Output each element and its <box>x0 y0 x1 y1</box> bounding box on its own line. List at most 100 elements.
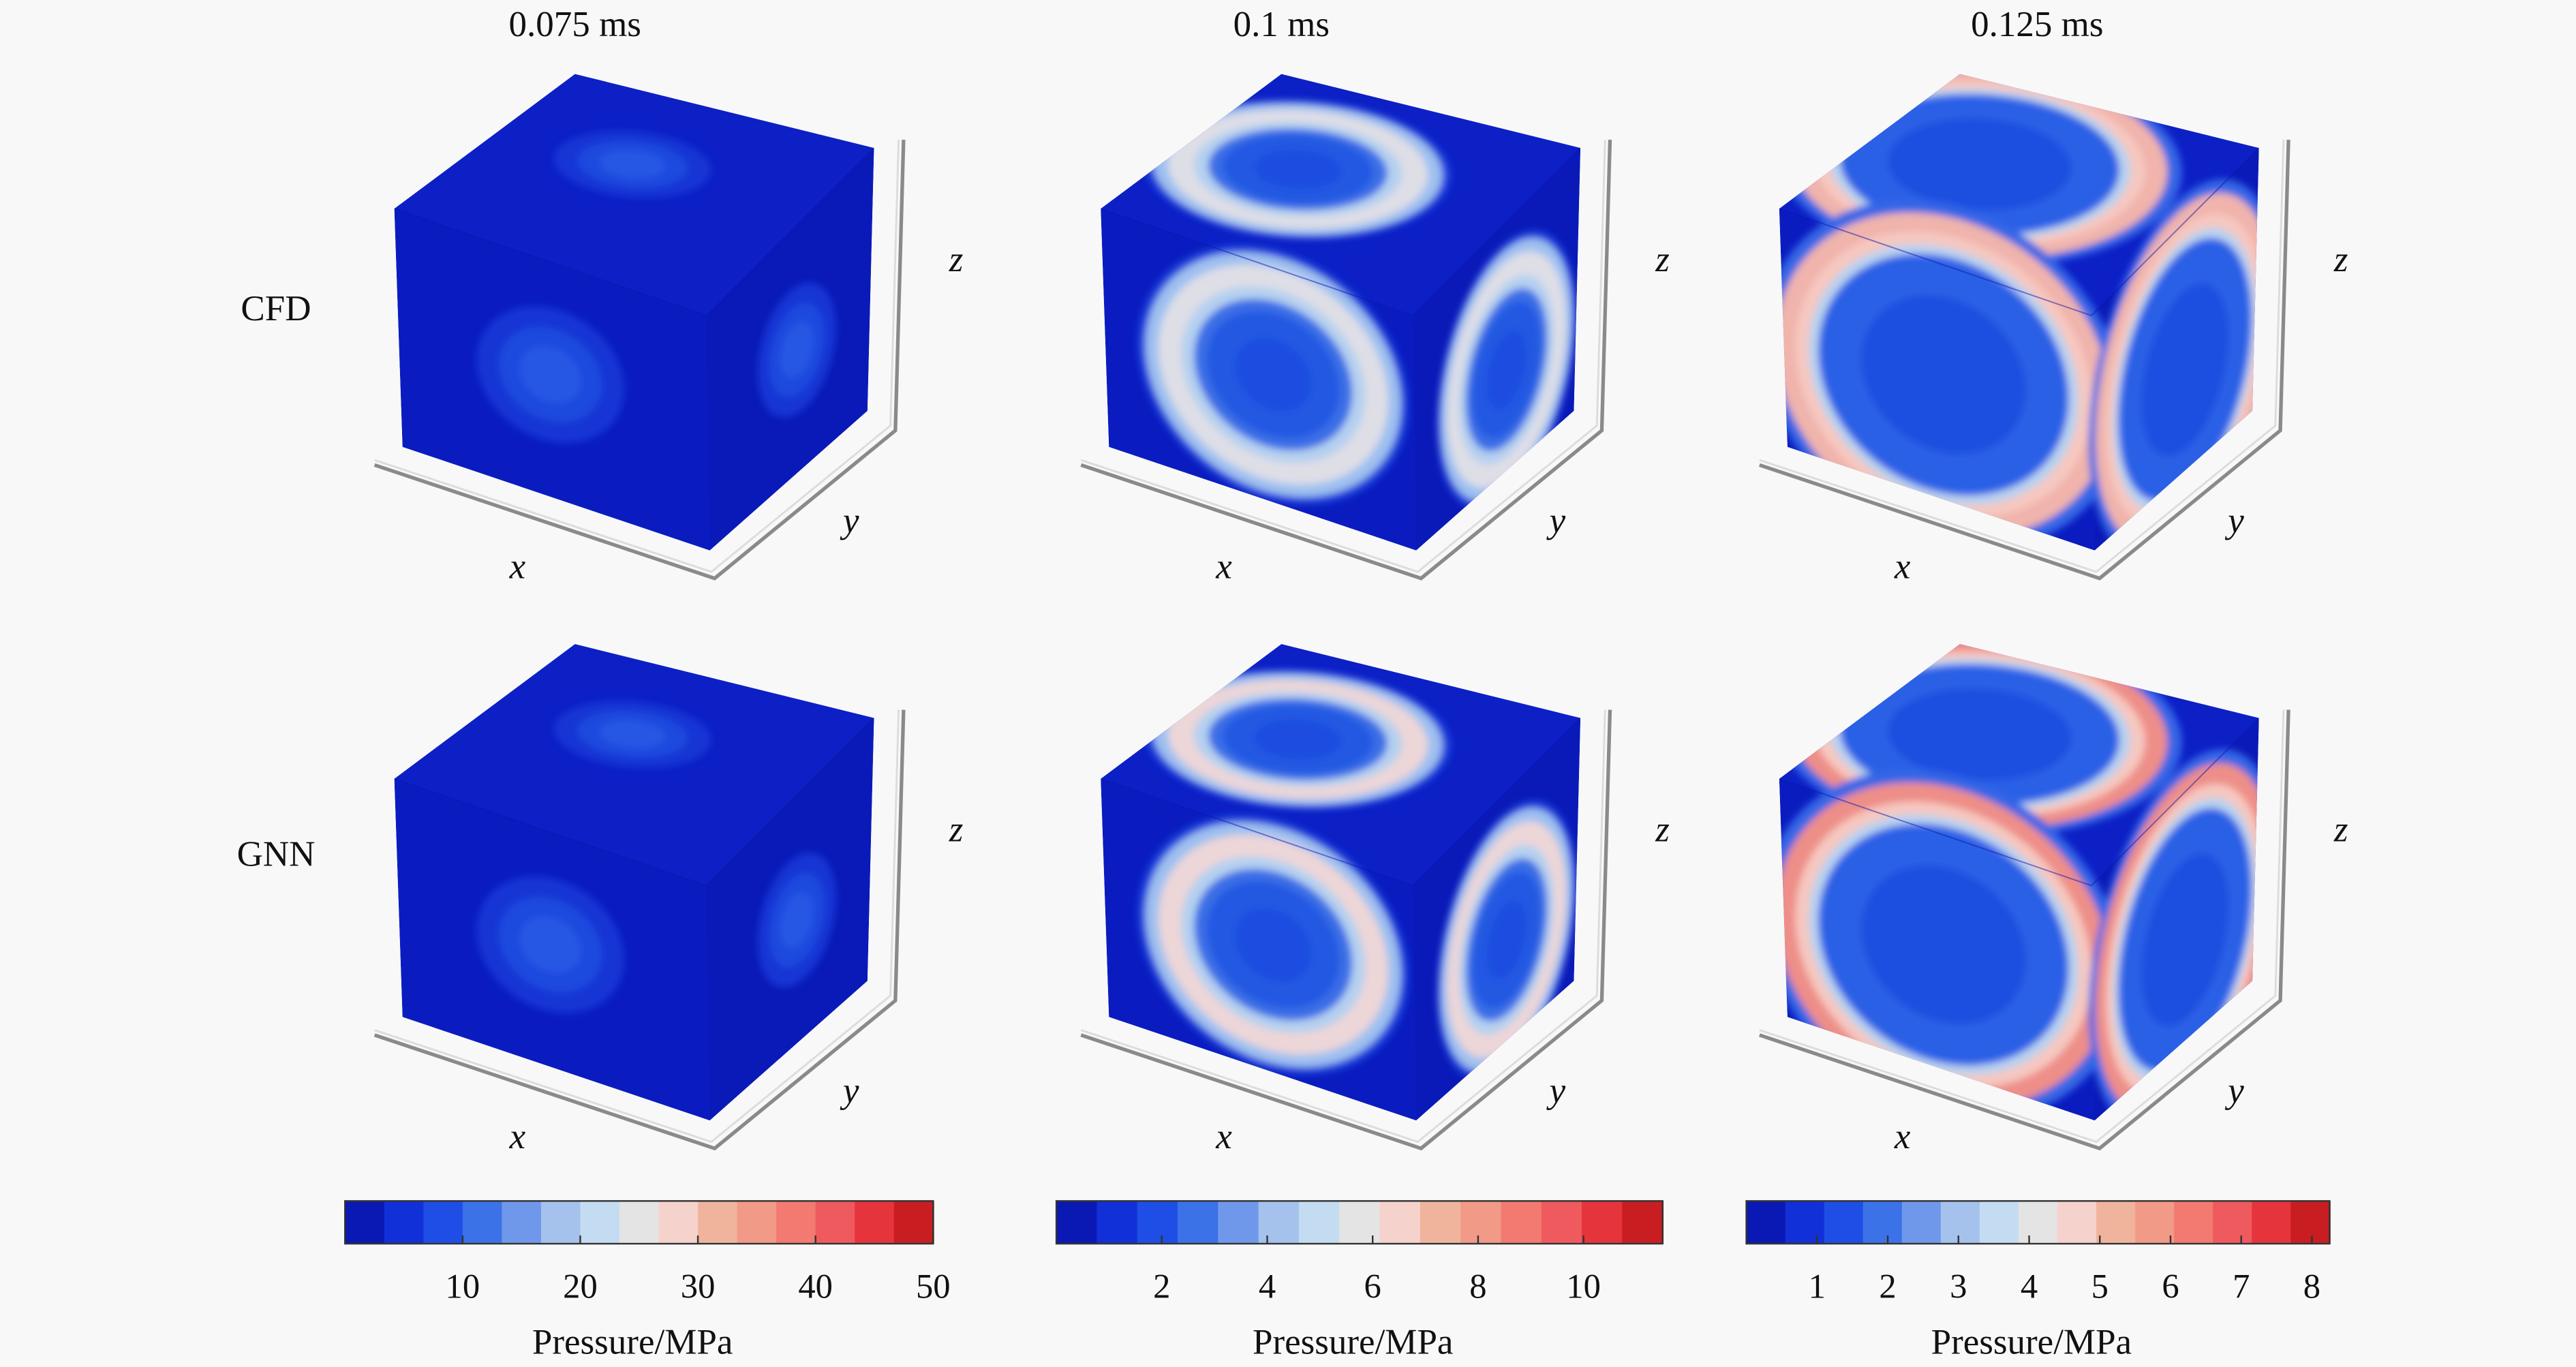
colorbar-segment <box>855 1201 895 1244</box>
pressure-cube <box>1101 644 1581 1121</box>
colorbar-segment <box>776 1201 817 1244</box>
y-axis-label: y <box>840 501 859 540</box>
axis-line <box>1080 139 1612 581</box>
colorbar-segment <box>1501 1201 1543 1244</box>
column-title: 0.125 ms <box>1971 5 2103 44</box>
z-axis-label: z <box>2333 810 2348 849</box>
colorbar-segment <box>1218 1201 1260 1244</box>
colorbar-segment <box>619 1201 660 1244</box>
y-axis-label: y <box>840 1071 859 1111</box>
colorbar-segment <box>658 1201 699 1244</box>
colorbar-segment <box>1622 1201 1664 1244</box>
axes-frame <box>1080 709 1612 1151</box>
panel-cfd-2: x y z <box>1759 74 2348 587</box>
pressure-spot <box>476 306 624 443</box>
colorbar-tick-label: 4 <box>2021 1268 2038 1306</box>
pressure-spot <box>757 853 836 987</box>
colorbar-segment <box>737 1201 778 1244</box>
axis-line <box>1759 139 2290 581</box>
colorbar: 10 20 30 40 50 Pressure/MPa <box>344 1200 951 1362</box>
row-label: CFD <box>241 289 311 328</box>
column-title: 0.1 ms <box>1233 5 1330 44</box>
pressure-spot <box>553 701 711 768</box>
y-axis-label: y <box>1546 1071 1566 1111</box>
axis-line <box>373 139 906 581</box>
y-axis-label: y <box>2224 1071 2244 1111</box>
colorbar-segment <box>1137 1201 1179 1244</box>
colorbar-segment <box>1420 1201 1462 1244</box>
colorbar-segment <box>1298 1201 1340 1244</box>
pressure-spot <box>1144 669 1452 810</box>
colorbar-segment <box>1862 1201 1903 1244</box>
colorbar-frame <box>344 1200 934 1245</box>
colorbar-segment <box>2252 1201 2292 1244</box>
panel-cfd-0: x y z <box>373 74 964 587</box>
colorbar-segment <box>1056 1201 1098 1244</box>
axes-frame <box>1080 139 1612 581</box>
axis-line <box>373 709 906 1151</box>
colorbar-tick-label: 50 <box>916 1268 951 1306</box>
y-axis-label: y <box>1546 501 1566 540</box>
colorbar-tick-label: 10 <box>1566 1268 1601 1306</box>
z-axis-label: z <box>949 810 964 849</box>
colorbar-segment <box>1901 1201 1942 1244</box>
colorbar-segment <box>1460 1201 1502 1244</box>
colorbar-segment <box>1178 1201 1219 1244</box>
colorbar-tick-label: 1 <box>1809 1268 1826 1306</box>
colorbar-label: Pressure/MPa <box>532 1323 733 1362</box>
colorbar-segment <box>698 1201 739 1244</box>
colorbar-segment <box>1746 1201 1787 1244</box>
z-axis-label: z <box>949 240 964 279</box>
pressure-spot <box>1144 99 1452 240</box>
colorbar-tick-label: 8 <box>1469 1268 1486 1306</box>
colorbar-segment <box>580 1201 621 1244</box>
pressure-spot <box>1779 769 2125 1120</box>
colorbar-tick-label: 2 <box>1879 1268 1896 1306</box>
x-axis-label: x <box>509 1117 526 1156</box>
x-axis-label: x <box>1215 1117 1232 1156</box>
colorbar-segment <box>2018 1201 2059 1244</box>
colorbar-segment <box>1979 1201 2020 1244</box>
colorbar-tick-label: 2 <box>1153 1268 1170 1306</box>
colorbar-tick-label: 4 <box>1259 1268 1276 1306</box>
pressure-spot <box>1779 200 2125 550</box>
panel-gnn-1: x y z <box>1080 644 1670 1156</box>
panel-cfd-1: x y z <box>1080 74 1670 587</box>
colorbar-label: Pressure/MPa <box>1931 1323 2132 1362</box>
row-label: GNN <box>237 835 316 874</box>
colorbar-segment <box>384 1201 425 1244</box>
colorbar-segment <box>423 1201 464 1244</box>
pressure-cube <box>394 74 874 551</box>
colorbar: 2 4 6 8 10 Pressure/MPa <box>1055 1200 1664 1362</box>
colorbar-segment <box>1940 1201 1981 1244</box>
axis-line <box>1759 709 2290 1151</box>
colorbar: 1 2 3 4 5 6 7 8 Pressure/MPa <box>1745 1200 2331 1362</box>
pressure-spot <box>1137 245 1409 505</box>
colorbar-segment <box>2213 1201 2253 1244</box>
pressure-spot <box>553 131 711 198</box>
pressure-spot <box>1436 230 1577 510</box>
colorbar-tick-label: 6 <box>2162 1268 2179 1306</box>
x-axis-label: x <box>1894 1117 1911 1156</box>
pressure-spot <box>1137 815 1409 1075</box>
pressure-spot <box>476 876 624 1013</box>
colorbar-segment <box>1541 1201 1583 1244</box>
colorbar-segment <box>1785 1201 1826 1244</box>
colorbar-tick-label: 30 <box>681 1268 716 1306</box>
panel-gnn-2: x y z <box>1759 644 2348 1156</box>
colorbar-segment <box>1339 1201 1381 1244</box>
pressure-cube <box>1779 74 2259 551</box>
x-axis-label: x <box>509 547 526 587</box>
x-axis-label: x <box>1894 547 1911 587</box>
column-title: 0.075 ms <box>509 5 641 44</box>
x-axis-label: x <box>1215 547 1232 587</box>
colorbar-tick-label: 8 <box>2303 1268 2320 1306</box>
colorbar-segment <box>815 1201 856 1244</box>
axes-frame <box>1759 709 2290 1151</box>
colorbar-tick-label: 20 <box>563 1268 598 1306</box>
y-axis-label: y <box>2224 501 2244 540</box>
colorbar-segment <box>345 1201 386 1244</box>
colorbar-segment <box>502 1201 542 1244</box>
colorbar-segment <box>893 1201 934 1244</box>
pressure-spot <box>1436 800 1577 1079</box>
